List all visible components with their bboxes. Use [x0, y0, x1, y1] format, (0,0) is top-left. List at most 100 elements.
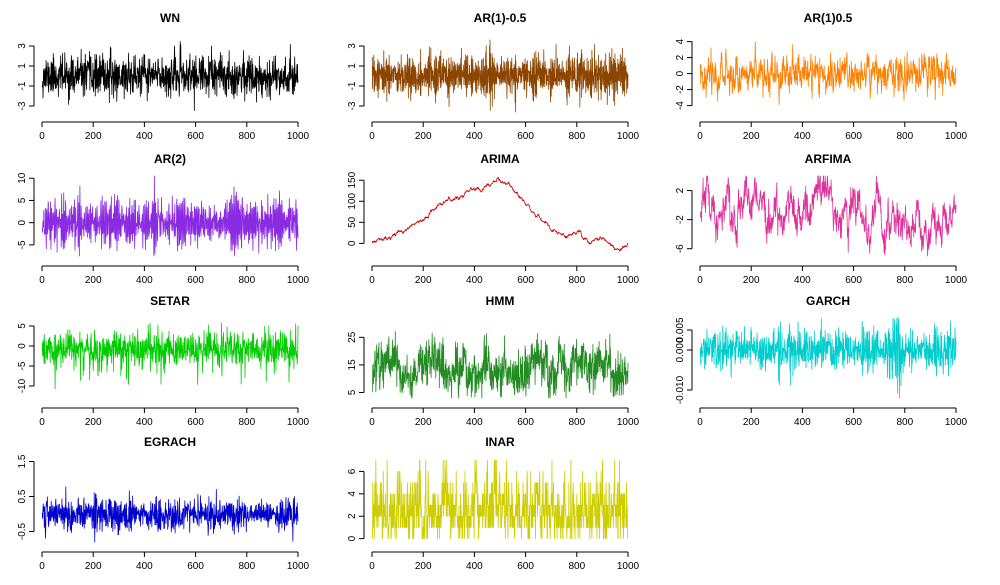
series-line: [371, 331, 629, 399]
x-tick-label: 200: [415, 275, 432, 286]
x-tick-label: 200: [743, 417, 760, 428]
x-axis: 0 200 400 600 800 1000: [369, 551, 640, 572]
x-tick-label: 400: [466, 561, 483, 572]
panel-title: HMM: [486, 294, 515, 308]
y-tick-label: 0.000: [675, 337, 686, 362]
x-tick-label: 200: [743, 275, 760, 286]
x-axis: 0 200 400 600 800 1000: [697, 121, 968, 142]
y-tick-label: -2: [675, 85, 686, 94]
y-axis: 3 1 -1 -3: [347, 43, 365, 110]
y-tick-label: 2: [675, 54, 686, 60]
x-tick-label: 600: [517, 275, 534, 286]
y-tick-label: -0.5: [17, 522, 28, 540]
y-axis: 5 0 -5 -10: [17, 323, 35, 393]
panel-title: AR(1)0.5: [804, 11, 853, 25]
y-tick-label: 0: [347, 535, 358, 541]
panel-title: ARIMA: [480, 152, 520, 166]
x-tick-label: 0: [369, 275, 375, 286]
y-tick-label: 100: [347, 192, 358, 209]
x-tick-label: 800: [568, 275, 585, 286]
x-tick-label: 800: [568, 417, 585, 428]
x-tick-label: 800: [896, 131, 913, 142]
y-tick-label: 0: [17, 343, 28, 349]
y-axis: 10 5 0 -5: [17, 172, 35, 249]
y-tick-label: 150: [347, 171, 358, 188]
y-axis: 1.5 0.5 -0.5: [17, 454, 35, 540]
x-tick-label: 0: [369, 131, 375, 142]
y-tick-label: 15: [347, 359, 358, 371]
y-tick-label: 5: [17, 323, 28, 329]
y-axis: 25 15 5: [347, 331, 365, 395]
x-tick-label: 0: [39, 417, 45, 428]
x-axis: 0 200 400 600 800 1000: [369, 407, 640, 428]
series-line: [41, 41, 299, 112]
x-tick-label: 200: [415, 561, 432, 572]
y-tick-label: 4: [347, 491, 358, 497]
y-tick-label: -0.010: [675, 375, 686, 404]
y-tick-label: -3: [17, 101, 28, 110]
y-axis: 6 4 2 0: [347, 468, 365, 541]
panel-inar: INAR 0 200 400 600 800 1000 6 4 2 0: [347, 435, 640, 572]
panel-egarch: EGRACH 0 200 400 600 800 1000 1.5 0.5 -0.5: [17, 435, 310, 572]
x-tick-label: 600: [845, 417, 862, 428]
y-tick-label: -1: [347, 81, 358, 90]
x-tick-label: 600: [187, 131, 204, 142]
panel-wn: WN 0 200 400 600 800 1000 3 1 -1 -3: [17, 11, 310, 142]
x-tick-label: 600: [517, 131, 534, 142]
panel-ar2: AR(2) 0 200 400 600 800 1000 10 5 0 -5: [17, 152, 310, 286]
series-line: [371, 459, 629, 540]
x-tick-label: 800: [238, 275, 255, 286]
panel-title: AR(2): [154, 152, 186, 166]
y-tick-label: 1: [347, 63, 358, 69]
x-tick-label: 600: [517, 417, 534, 428]
panel-arfima: ARFIMA 0 200 400 600 800 1000 2 -2 -6: [675, 152, 968, 286]
panel-title: ARFIMA: [805, 152, 852, 166]
y-tick-label: 0: [17, 219, 28, 225]
y-tick-label: 25: [347, 331, 358, 343]
panel-title: INAR: [485, 435, 515, 449]
x-tick-label: 200: [85, 417, 102, 428]
series-line: [699, 41, 957, 106]
y-tick-label: 0.5: [17, 489, 28, 503]
x-tick-label: 400: [466, 131, 483, 142]
x-tick-label: 1000: [617, 561, 640, 572]
x-tick-label: 1000: [617, 417, 640, 428]
x-tick-label: 800: [896, 275, 913, 286]
x-tick-label: 1000: [617, 131, 640, 142]
x-tick-label: 200: [743, 131, 760, 142]
y-tick-label: 0: [347, 240, 358, 246]
x-tick-label: 800: [896, 417, 913, 428]
x-tick-label: 0: [697, 275, 703, 286]
x-tick-label: 1000: [945, 417, 968, 428]
y-tick-label: -10: [17, 378, 28, 393]
y-tick-label: 5: [17, 197, 28, 203]
x-tick-label: 400: [136, 561, 153, 572]
x-tick-label: 400: [136, 417, 153, 428]
x-tick-label: 600: [187, 275, 204, 286]
y-axis: 4 2 0 -2 -4: [675, 38, 693, 110]
y-tick-label: 1: [17, 63, 28, 69]
x-tick-label: 400: [794, 417, 811, 428]
x-tick-label: 600: [845, 275, 862, 286]
x-tick-label: 600: [187, 417, 204, 428]
series-line: [699, 317, 957, 399]
x-axis: 0 200 400 600 800 1000: [369, 265, 640, 286]
x-tick-label: 200: [85, 561, 102, 572]
y-tick-label: 6: [347, 468, 358, 474]
y-tick-label: 2: [675, 187, 686, 193]
x-tick-label: 200: [415, 417, 432, 428]
x-tick-label: 0: [39, 561, 45, 572]
x-tick-label: 1000: [945, 275, 968, 286]
x-axis: 0 200 400 600 800 1000: [39, 407, 310, 428]
x-tick-label: 200: [85, 275, 102, 286]
x-tick-label: 800: [238, 131, 255, 142]
x-tick-label: 800: [238, 417, 255, 428]
y-axis: 3 1 -1 -3: [17, 43, 35, 110]
x-tick-label: 1000: [287, 561, 310, 572]
y-tick-label: 1.5: [17, 454, 28, 468]
y-tick-label: 4: [675, 38, 686, 44]
series-line: [41, 486, 299, 543]
x-tick-label: 0: [697, 417, 703, 428]
x-tick-label: 0: [697, 131, 703, 142]
y-axis: 150 100 50 0: [347, 171, 365, 246]
